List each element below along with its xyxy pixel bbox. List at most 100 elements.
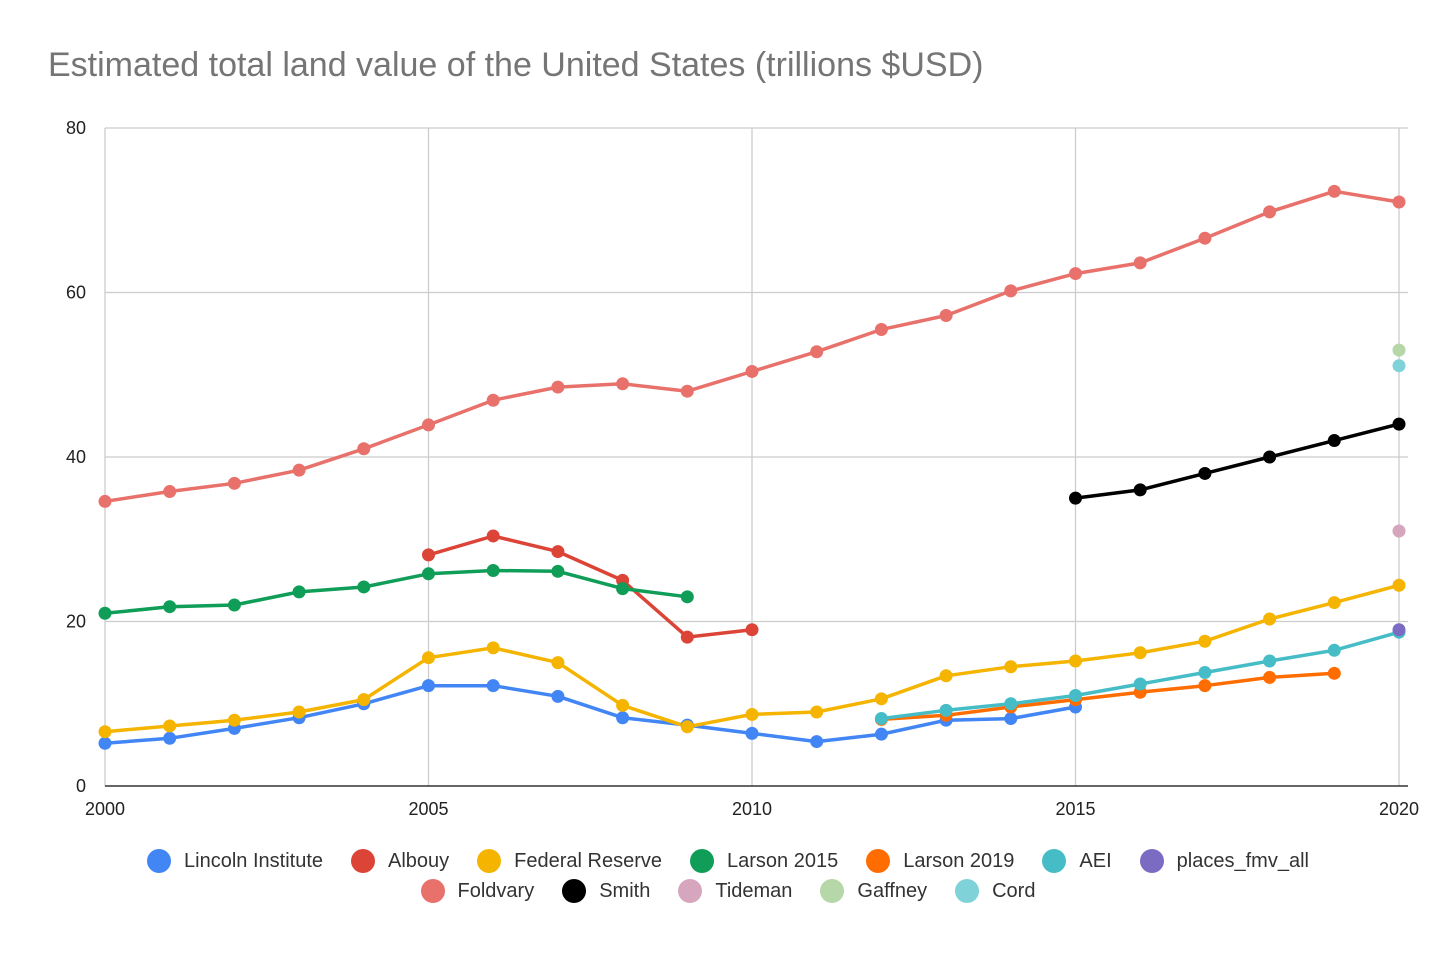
legend-item-larson-2015: Larson 2015	[690, 849, 838, 873]
data-point-albouy	[680, 630, 694, 644]
data-point-aei	[874, 712, 888, 726]
data-point-federal-reserve	[551, 656, 565, 670]
legend-label: Larson 2015	[727, 849, 839, 872]
data-point-smith	[1069, 491, 1082, 505]
legend-label: Tideman	[715, 879, 793, 902]
data-point-albouy	[422, 548, 435, 562]
data-point-aei	[1263, 654, 1277, 668]
data-point-federal-reserve	[680, 720, 694, 734]
data-point-smith	[1392, 417, 1406, 431]
data-point-federal-reserve	[874, 692, 888, 706]
data-point-lincoln-institute	[745, 726, 759, 740]
data-point-aei	[1327, 643, 1341, 657]
data-point-federal-reserve	[227, 713, 241, 727]
x-axis-ticks: 2000 2005 2010 2015 2020	[85, 799, 1419, 819]
data-point-foldvary	[1069, 267, 1082, 281]
data-point-foldvary	[1133, 256, 1147, 270]
data-point-larson-2015	[163, 600, 177, 614]
data-point-federal-reserve	[1263, 612, 1277, 626]
legend-swatch	[562, 879, 587, 903]
data-point-federal-reserve	[1069, 654, 1082, 668]
x-tick-label: 2005	[408, 799, 448, 819]
data-point-lincoln-institute	[163, 731, 177, 745]
data-point-lincoln-institute	[422, 679, 435, 693]
legend-item-foldvary: Foldvary	[420, 879, 534, 903]
data-point-federal-reserve	[939, 669, 953, 683]
data-point-foldvary	[98, 494, 112, 508]
legend-swatch	[477, 849, 502, 873]
legend-label: Larson 2019	[903, 849, 1015, 872]
data-point-federal-reserve	[98, 725, 112, 739]
y-tick-label: 0	[76, 776, 86, 796]
chart-title: Estimated total land value of the United…	[48, 46, 984, 84]
legend-swatch	[420, 879, 445, 903]
data-point-lincoln-institute	[486, 679, 500, 693]
data-point-foldvary	[292, 463, 306, 477]
x-tick-label: 2000	[85, 799, 125, 819]
data-point-cord	[1392, 359, 1406, 373]
series-line-albouy	[426, 534, 754, 639]
data-point-federal-reserve	[1133, 646, 1147, 660]
data-point-larson-2015	[680, 590, 694, 604]
legend-item-gaffney: Gaffney	[820, 879, 927, 903]
data-point-federal-reserve	[1392, 578, 1406, 592]
data-point-smith	[1133, 483, 1147, 497]
data-point-federal-reserve	[1004, 660, 1018, 674]
legend-label: Gaffney	[857, 879, 928, 902]
data-point-lincoln-institute	[1004, 712, 1018, 726]
data-point-aei	[1004, 697, 1018, 711]
data-point-tideman	[1392, 524, 1406, 538]
data-point-federal-reserve	[1327, 596, 1341, 610]
y-tick-label: 80	[66, 118, 86, 138]
data-point-larson-2015	[551, 564, 565, 578]
legend-item-aei: AEI	[1042, 849, 1112, 873]
legend-swatch	[147, 849, 172, 873]
legend-item-albouy: Albouy	[351, 849, 449, 873]
legend-swatch	[351, 849, 376, 873]
legend-label: Federal Reserve	[514, 849, 663, 872]
data-point-larson-2015	[486, 564, 500, 578]
data-point-foldvary	[551, 380, 565, 394]
data-point-smith	[1263, 450, 1277, 464]
grid-lines	[104, 127, 1408, 787]
data-point-foldvary	[616, 377, 630, 391]
data-point-larson-2015	[292, 585, 306, 599]
data-point-larson-2015	[357, 580, 371, 594]
y-tick-label: 60	[66, 283, 86, 303]
data-point-larson-2015	[98, 606, 112, 620]
data-point-larson-2015	[422, 567, 435, 581]
series-line-larson-2015	[103, 568, 690, 616]
legend-label: Lincoln Institute	[184, 849, 324, 872]
data-point-federal-reserve	[810, 705, 824, 719]
legend-item-places-fmv-all: places_fmv_all	[1139, 849, 1309, 873]
data-point-federal-reserve	[422, 651, 435, 665]
legend-label: AEI	[1079, 849, 1112, 872]
legend-swatch	[955, 879, 980, 903]
legend-swatch	[866, 849, 891, 873]
legend-item-larson-2019: Larson 2019	[866, 849, 1014, 873]
data-point-albouy	[745, 623, 759, 637]
series-line-lincoln-institute	[103, 683, 1078, 745]
data-point-albouy	[551, 545, 565, 559]
data-point-federal-reserve	[745, 707, 759, 721]
legend-label: places_fmv_all	[1176, 849, 1309, 872]
legend-row-1: Lincoln Institute Albouy Federal Reserve La…	[0, 849, 1456, 873]
data-point-aei	[939, 703, 953, 717]
data-point-foldvary	[1392, 195, 1406, 209]
x-tick-label: 2015	[1055, 799, 1095, 819]
y-tick-label: 40	[66, 447, 86, 467]
series-line-smith	[1073, 422, 1401, 500]
data-point-foldvary	[227, 476, 241, 490]
data-point-lincoln-institute	[874, 727, 888, 741]
series-line-larson-2019	[879, 671, 1337, 722]
data-point-foldvary	[874, 323, 888, 337]
data-point-foldvary	[163, 485, 177, 499]
legend-swatch	[690, 849, 715, 873]
legend-item-smith: Smith	[562, 879, 650, 903]
legend-label: Albouy	[388, 849, 450, 872]
data-point-places-fmv-all	[1392, 623, 1406, 637]
data-point-aei	[1198, 665, 1212, 679]
data-point-federal-reserve	[357, 693, 371, 707]
legend-label: Cord	[992, 879, 1036, 902]
data-point-foldvary	[939, 309, 953, 323]
